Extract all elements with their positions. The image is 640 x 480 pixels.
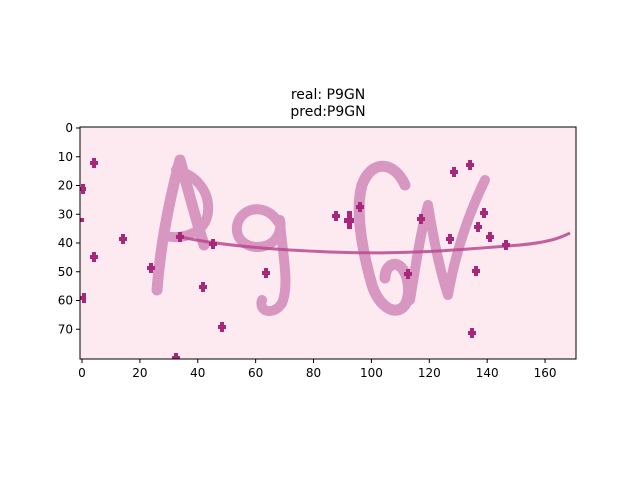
x-tick-label: 0 — [78, 366, 86, 380]
noise-dot — [502, 240, 510, 250]
noise-dot — [474, 222, 482, 232]
noise-dot — [404, 269, 412, 279]
noise-dot — [356, 202, 364, 212]
noise-dot — [480, 208, 488, 218]
y-tick-label: 30 — [58, 207, 73, 221]
noise-dot — [344, 211, 354, 229]
x-axis: 0 20 40 60 80 100 120 140 160 — [78, 359, 557, 380]
y-tick-label: 70 — [58, 322, 73, 336]
noise-dot — [209, 239, 217, 249]
noise-dot — [472, 266, 480, 276]
noise-dot — [446, 234, 454, 244]
x-tick-label: 80 — [306, 366, 321, 380]
captcha-image — [80, 127, 576, 359]
noise-dot — [147, 263, 155, 273]
noise-dot — [80, 293, 86, 303]
y-tick-label: 40 — [58, 236, 73, 250]
noise-dot — [466, 160, 474, 170]
y-tick-label: 10 — [58, 150, 73, 164]
noise-dot — [90, 158, 98, 168]
noise-dot — [172, 353, 180, 359]
captcha-characters — [151, 154, 490, 316]
captcha-noise-line — [175, 231, 571, 255]
captcha-noise-dots — [80, 158, 510, 359]
noise-dot — [468, 328, 476, 338]
noise-dot — [176, 232, 184, 242]
title-pred: pred:P9GN — [290, 104, 365, 120]
x-tick-label: 120 — [418, 366, 441, 380]
x-tick-label: 20 — [132, 366, 147, 380]
title-real: real: P9GN — [291, 87, 365, 103]
x-tick-label: 140 — [476, 366, 499, 380]
noise-dot — [486, 232, 494, 242]
captcha-background — [80, 127, 576, 359]
noise-dot — [119, 234, 127, 244]
y-axis: 0 10 20 30 40 50 60 70 — [58, 121, 80, 336]
y-tick-label: 60 — [58, 294, 73, 308]
noise-dot — [218, 322, 226, 332]
x-tick-label: 160 — [534, 366, 557, 380]
x-tick-label: 40 — [190, 366, 205, 380]
noise-dot — [80, 184, 86, 194]
y-tick-label: 0 — [65, 121, 73, 135]
x-tick-label: 60 — [248, 366, 263, 380]
noise-dot — [90, 252, 98, 262]
noise-dot — [80, 218, 84, 222]
noise-dot — [450, 167, 458, 177]
y-tick-label: 20 — [58, 179, 73, 193]
noise-dot — [199, 282, 207, 292]
y-tick-label: 50 — [58, 265, 73, 279]
noise-dot — [417, 214, 425, 224]
noise-dot — [332, 211, 340, 221]
noise-dot — [262, 268, 270, 278]
x-tick-label: 100 — [360, 366, 383, 380]
